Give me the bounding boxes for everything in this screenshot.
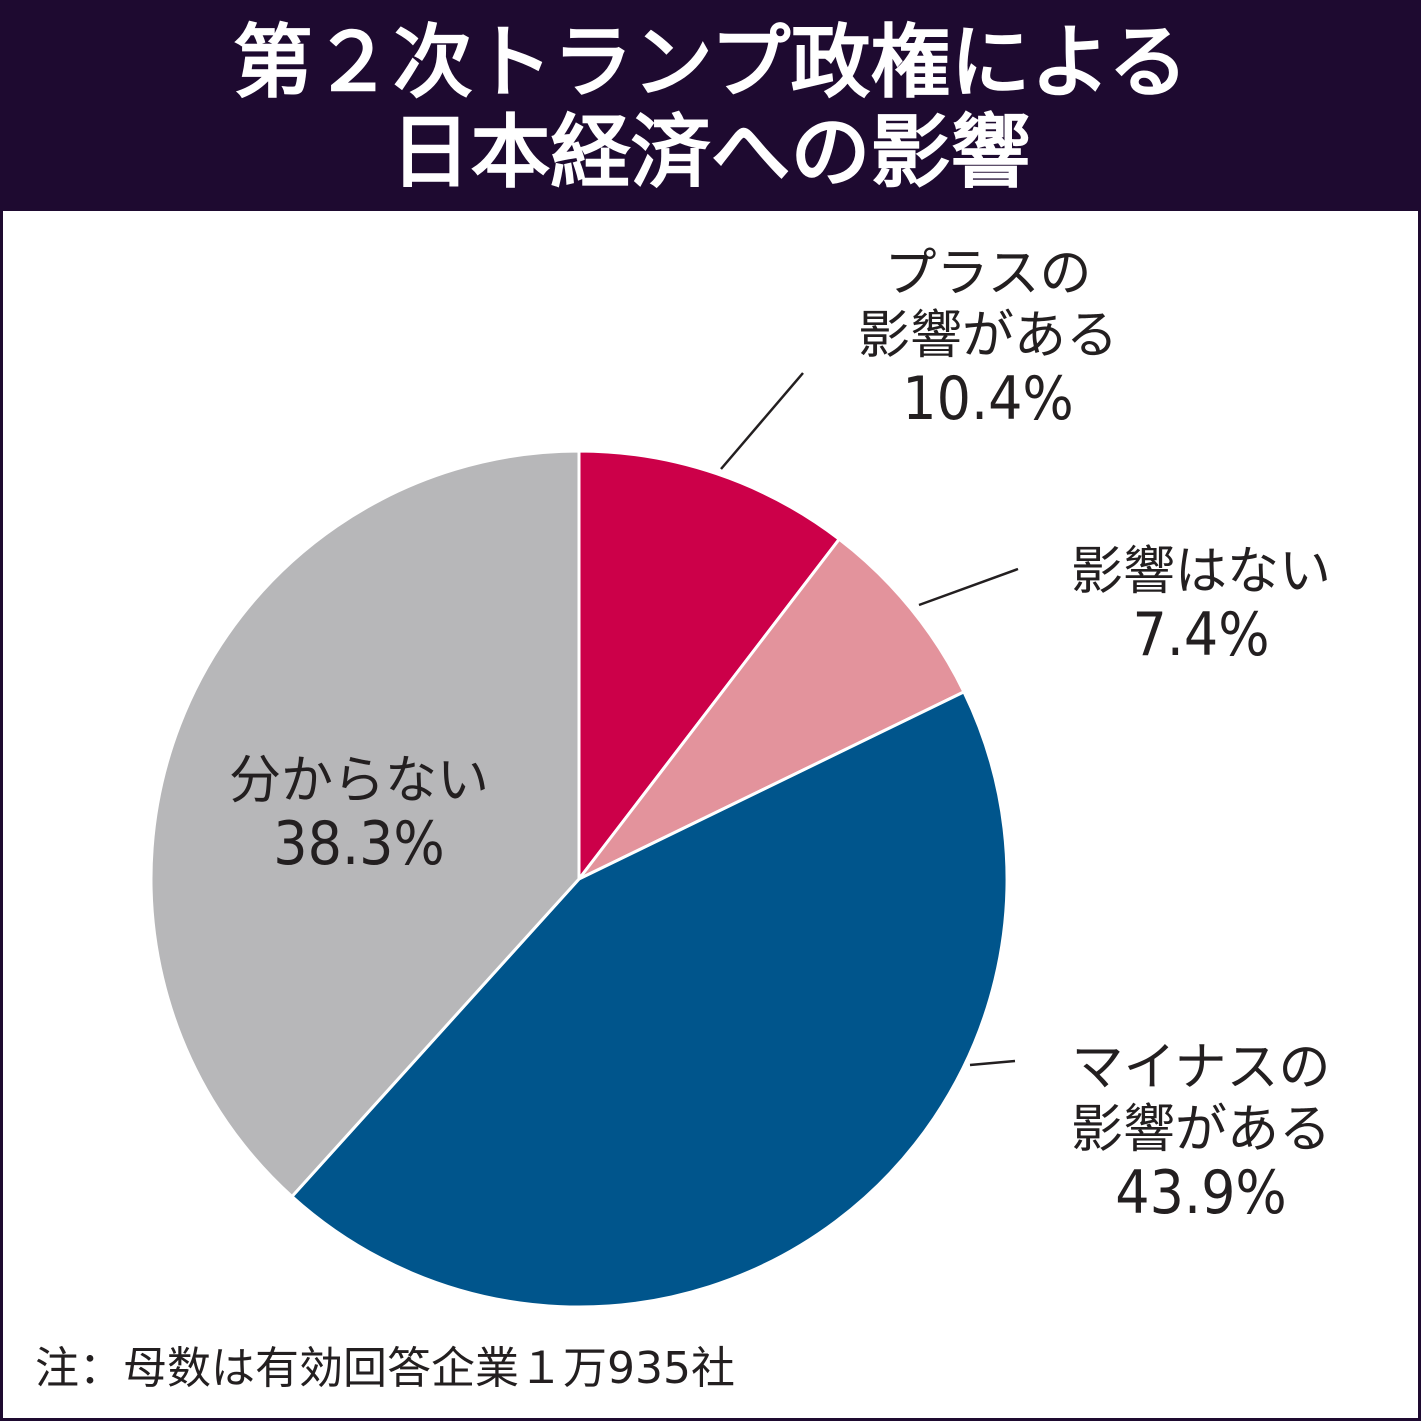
slice-label-none-line-1: 影響はない (1071, 542, 1331, 602)
slice-value-minus: 43.9% (1115, 1158, 1286, 1228)
leader-line-minus (969, 1059, 1016, 1067)
slice-label-unknown-line-1: 分からない (229, 751, 489, 811)
title-bar: 第２次トランプ政権による 日本経済への影響 (3, 3, 1418, 211)
slice-labels: プラスの影響がある10.4%影響はない7.4%マイナスの影響がある43.9%分か… (229, 244, 1331, 1228)
chart-title-line-2: 日本経済への影響 (390, 106, 1031, 199)
footnote: 注：母数は有効回答企業１万935社 (35, 1343, 735, 1394)
slice-value-none: 7.4% (1132, 600, 1269, 670)
pie-slice-plus (577, 449, 841, 881)
pie-slice-unknown (149, 449, 581, 1198)
slice-value-plus: 10.4% (902, 364, 1073, 434)
pie-slice-none (577, 537, 966, 881)
slice-label-plus-line-1: プラスの (885, 244, 1092, 304)
slice-label-minus-line-1: マイナスの (1072, 1038, 1331, 1098)
pie-slices (149, 449, 1009, 1309)
leader-line-plus (720, 372, 804, 470)
slice-value-unknown: 38.3% (273, 809, 444, 879)
leader-line-none (918, 567, 1019, 607)
leader-lines (720, 372, 1019, 1067)
pie-chart: プラスの影響がある10.4%影響はない7.4%マイナスの影響がある43.9%分か… (149, 244, 1331, 1309)
slice-label-minus-line-2: 影響がある (1071, 1100, 1331, 1160)
slice-label-plus-line-2: 影響がある (858, 306, 1118, 366)
pie-slice-minus (290, 690, 1009, 1309)
chart-title-line-1: 第２次トランプ政権による (232, 16, 1189, 109)
